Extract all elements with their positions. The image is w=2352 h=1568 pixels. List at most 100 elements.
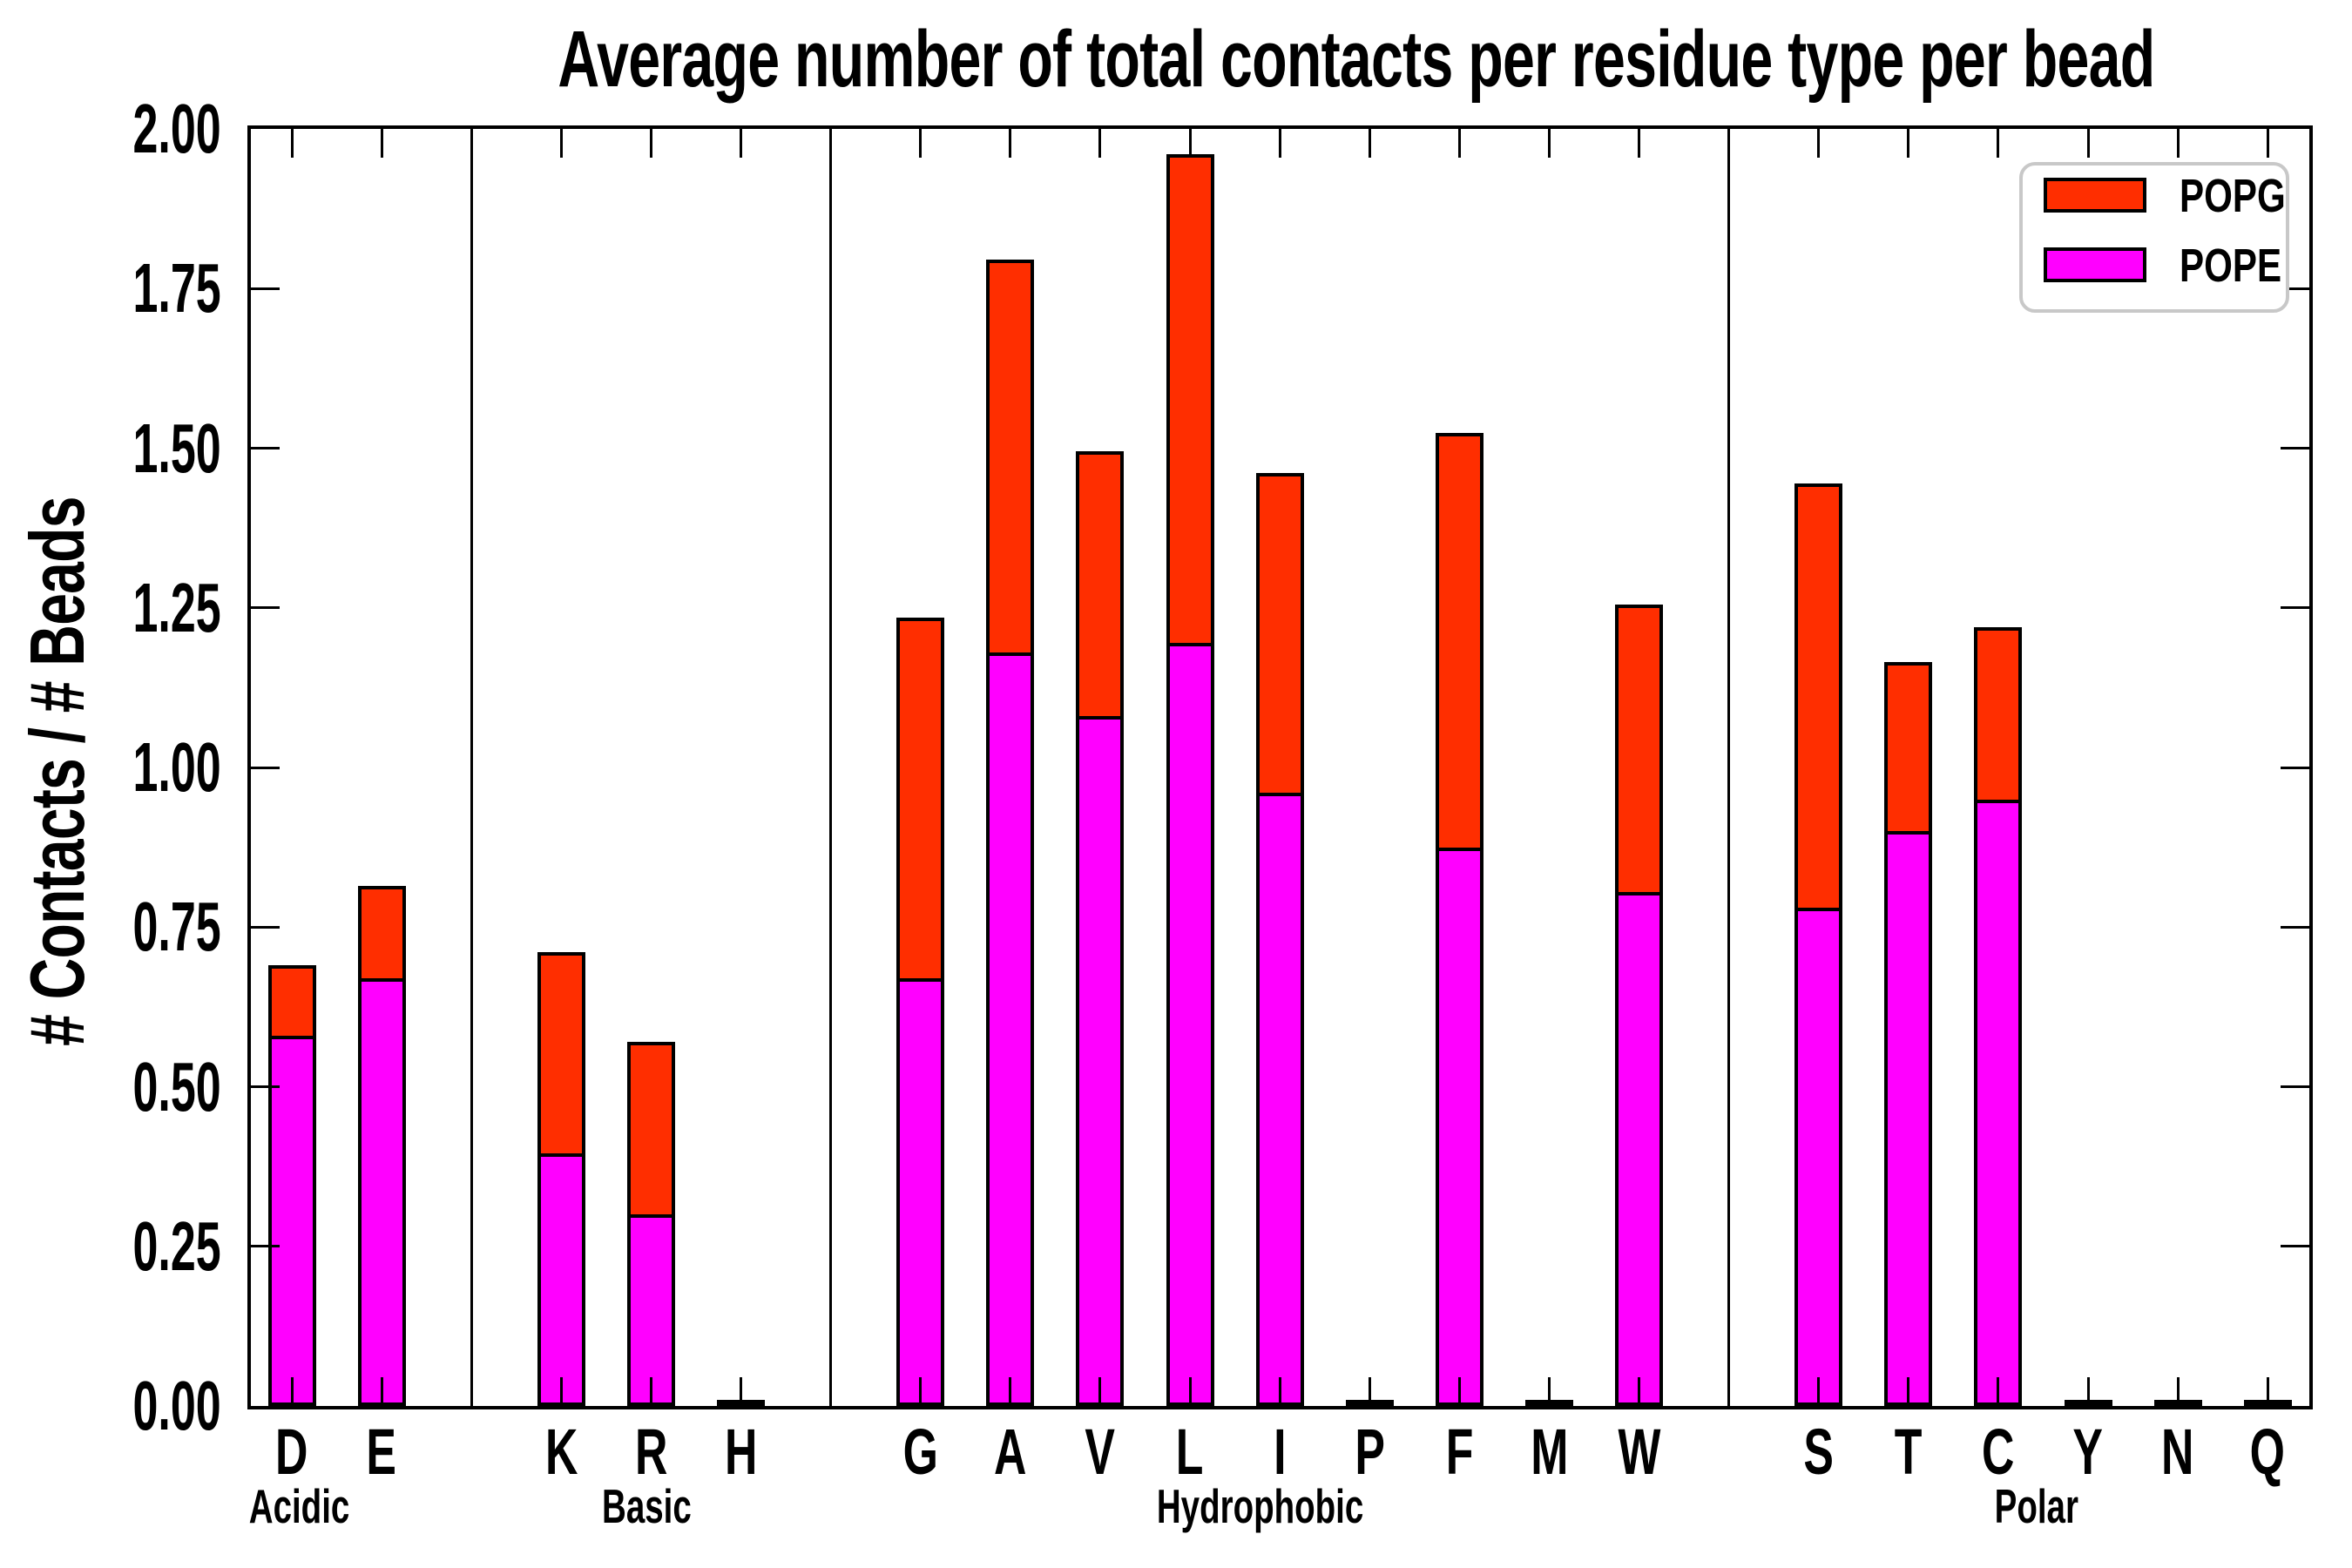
x-tick-top-Q — [2266, 129, 2269, 158]
bar-L-popg — [1166, 154, 1214, 646]
x-tick-label-C: C — [1982, 1416, 2015, 1488]
y-tick-right-0.75 — [2281, 925, 2309, 929]
x-tick-top-E — [380, 129, 383, 158]
x-tick-label-N: N — [2161, 1416, 2194, 1488]
bar-T-pope — [1884, 831, 1933, 1406]
x-tick-bottom-Q — [2266, 1377, 2269, 1406]
bar-C-popg — [1974, 627, 2023, 803]
x-tick-bottom-E — [380, 1377, 383, 1406]
x-tick-bottom-Y — [2086, 1377, 2090, 1406]
bar-D-popg — [267, 965, 316, 1039]
x-tick-bottom-W — [1638, 1377, 1640, 1406]
legend-swatch-pope — [2044, 247, 2146, 282]
y-tick-left-1.50 — [251, 447, 280, 449]
chart-title: Average number of total contacts per res… — [247, 14, 2313, 110]
y-tick-label-1.25: 1.25 — [132, 568, 221, 646]
x-tick-bottom-T — [1907, 1377, 1910, 1406]
bar-G-popg — [896, 618, 945, 982]
bar-V-popg — [1076, 451, 1125, 720]
bar-R-pope — [626, 1214, 675, 1406]
bar-F-popg — [1435, 433, 1484, 851]
x-tick-label-T: T — [1894, 1416, 1923, 1488]
bar-F-pope — [1435, 848, 1484, 1406]
y-tick-left-0.50 — [251, 1085, 280, 1088]
x-tick-bottom-L — [1188, 1377, 1192, 1406]
x-tick-bottom-A — [1009, 1377, 1012, 1406]
x-tick-top-L — [1188, 129, 1192, 158]
bar-S-pope — [1794, 908, 1843, 1406]
x-tick-label-R: R — [634, 1416, 668, 1488]
x-tick-label-V: V — [1085, 1416, 1116, 1488]
x-tick-label-Y: Y — [2072, 1416, 2104, 1488]
x-tick-bottom-N — [2176, 1377, 2180, 1406]
x-tick-bottom-P — [1368, 1377, 1371, 1406]
x-tick-label-W: W — [1618, 1416, 1660, 1488]
legend-label-pope: POPE — [2180, 240, 2282, 292]
y-tick-left-1.75 — [251, 287, 280, 290]
x-tick-label-M: M — [1530, 1416, 1568, 1488]
legend-label-popg: POPG — [2180, 170, 2286, 222]
y-tick-right-1.75 — [2281, 287, 2309, 290]
x-tick-bottom-S — [1817, 1377, 1821, 1406]
bar-A-popg — [986, 260, 1035, 656]
x-tick-bottom-I — [1278, 1377, 1281, 1406]
group-separator-line — [470, 129, 473, 1406]
legend: POPG POPE — [2019, 162, 2289, 313]
y-tick-label-2.00: 2.00 — [132, 90, 221, 167]
y-tick-right-0.25 — [2281, 1245, 2309, 1248]
x-tick-label-K: K — [544, 1416, 578, 1488]
chart-title-text: Average number of total contacts per res… — [558, 15, 2155, 104]
x-tick-label-D: D — [275, 1416, 308, 1488]
x-tick-label-A: A — [994, 1416, 1027, 1488]
y-tick-right-1.25 — [2281, 606, 2309, 610]
y-tick-label-1.50: 1.50 — [132, 409, 221, 487]
x-tick-top-T — [1907, 129, 1910, 158]
bar-K-pope — [537, 1153, 585, 1406]
x-tick-label-I: I — [1273, 1416, 1287, 1488]
bar-R-popg — [626, 1042, 675, 1218]
x-tick-bottom-V — [1098, 1377, 1102, 1406]
x-tick-label-G: G — [902, 1416, 938, 1488]
bar-K-popg — [537, 952, 585, 1157]
bar-G-pope — [896, 978, 945, 1406]
x-tick-label-H: H — [724, 1416, 758, 1488]
x-tick-top-K — [559, 129, 563, 158]
x-tick-label-L: L — [1176, 1416, 1204, 1488]
y-tick-label-0.75: 0.75 — [132, 888, 221, 966]
x-tick-top-C — [1997, 129, 2000, 158]
x-tick-label-E: E — [366, 1416, 397, 1488]
x-tick-bottom-M — [1547, 1377, 1551, 1406]
group-label-polar: Polar — [1994, 1479, 2079, 1533]
legend-swatch-popg — [2044, 178, 2146, 213]
y-tick-label-0.25: 0.25 — [132, 1206, 221, 1285]
x-tick-top-F — [1457, 129, 1461, 158]
x-tick-bottom-R — [649, 1377, 652, 1406]
y-tick-left-1.25 — [251, 606, 280, 610]
bar-W-popg — [1615, 605, 1663, 896]
y-tick-left-1.00 — [251, 766, 280, 769]
bar-S-popg — [1794, 483, 1843, 911]
x-tick-top-V — [1098, 129, 1102, 158]
x-tick-bottom-C — [1997, 1377, 2000, 1406]
x-tick-label-F: F — [1445, 1416, 1474, 1488]
y-tick-label-1.75: 1.75 — [132, 249, 221, 328]
y-tick-right-0.50 — [2281, 1085, 2309, 1088]
x-tick-label-S: S — [1803, 1416, 1834, 1488]
bar-V-pope — [1076, 716, 1125, 1406]
x-tick-bottom-G — [919, 1377, 923, 1406]
y-tick-left-0.25 — [251, 1245, 280, 1248]
plot-area: POPG POPE — [247, 125, 2313, 1409]
y-tick-label-0.00: 0.00 — [132, 1367, 221, 1444]
group-label-basic: Basic — [601, 1479, 692, 1533]
x-tick-top-G — [919, 129, 923, 158]
x-tick-top-D — [290, 129, 294, 158]
x-tick-top-P — [1368, 129, 1371, 158]
x-tick-top-R — [649, 129, 652, 158]
y-tick-right-1.50 — [2281, 447, 2309, 449]
y-tick-left-0.75 — [251, 925, 280, 929]
y-axis-label: # Contacts / # Beads — [13, 130, 100, 1414]
x-tick-top-Y — [2086, 129, 2090, 158]
x-tick-top-S — [1817, 129, 1821, 158]
x-tick-top-H — [740, 129, 742, 158]
